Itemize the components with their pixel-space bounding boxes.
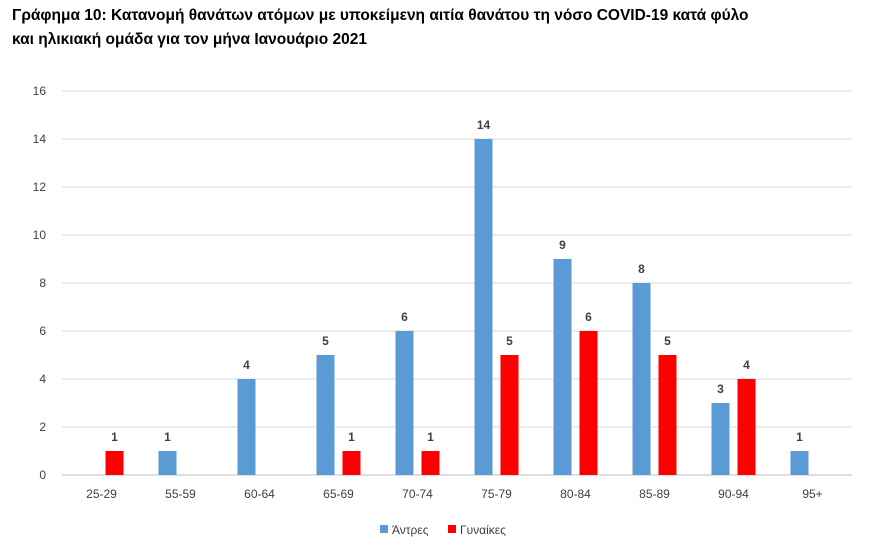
bar xyxy=(632,283,651,475)
bar xyxy=(421,451,440,475)
bar xyxy=(474,139,493,475)
y-tick-label: 2 xyxy=(39,420,46,434)
chart-title-line-1: Γράφημα 10: Κατανομή θανάτων ατόμων με υ… xyxy=(12,7,749,24)
legend: Άντρες Γυναίκες xyxy=(380,523,506,537)
bar xyxy=(579,331,598,475)
legend-label: Άντρες xyxy=(392,523,429,537)
bar xyxy=(790,451,809,475)
x-tick-label: 25-29 xyxy=(86,487,117,501)
legend-label: Γυναίκες xyxy=(460,523,506,537)
data-label: 8 xyxy=(638,262,645,276)
data-label: 5 xyxy=(506,334,513,348)
data-label: 1 xyxy=(427,430,434,444)
data-label: 1 xyxy=(111,430,118,444)
data-label: 6 xyxy=(585,310,592,324)
data-label: 4 xyxy=(243,358,250,372)
bars xyxy=(105,139,809,475)
bar xyxy=(711,403,730,475)
legend-swatch xyxy=(380,525,388,533)
x-tick-label: 70-74 xyxy=(402,487,433,501)
x-tick-label: 75-79 xyxy=(481,487,512,501)
bar xyxy=(316,355,335,475)
bar xyxy=(342,451,361,475)
chart-title: Γράφημα 10: Κατανομή θανάτων ατόμων με υ… xyxy=(12,4,872,52)
y-axis-ticks: 0 2 4 6 8 10 12 14 16 xyxy=(33,84,47,482)
x-tick-label: 85-89 xyxy=(639,487,670,501)
x-tick-label: 65-69 xyxy=(323,487,354,501)
bar xyxy=(500,355,519,475)
data-label: 4 xyxy=(743,358,750,372)
bar xyxy=(737,379,756,475)
data-label: 1 xyxy=(164,430,171,444)
x-tick-label: 95+ xyxy=(802,487,822,501)
y-tick-label: 4 xyxy=(39,372,46,386)
data-label: 3 xyxy=(717,382,724,396)
bar xyxy=(658,355,677,475)
legend-swatch xyxy=(448,525,456,533)
gridlines xyxy=(62,90,852,476)
bar xyxy=(553,259,572,475)
data-label: 5 xyxy=(322,334,329,348)
bar xyxy=(395,331,414,475)
y-tick-label: 10 xyxy=(33,228,47,242)
y-tick-label: 0 xyxy=(39,468,46,482)
y-tick-label: 6 xyxy=(39,324,46,338)
x-tick-label: 90-94 xyxy=(718,487,749,501)
y-tick-label: 16 xyxy=(33,84,47,98)
data-label: 9 xyxy=(559,238,566,252)
bar xyxy=(105,451,124,475)
data-label: 1 xyxy=(796,430,803,444)
bar xyxy=(237,379,256,475)
data-label: 1 xyxy=(348,430,355,444)
data-label: 6 xyxy=(401,310,408,324)
x-tick-label: 55-59 xyxy=(165,487,196,501)
data-label: 14 xyxy=(477,118,491,132)
data-label: 5 xyxy=(664,334,671,348)
y-tick-label: 8 xyxy=(39,276,46,290)
x-axis-ticks: 25-29 55-59 60-64 65-69 70-74 75-79 80-84 85-89… xyxy=(86,487,823,501)
chart-title-line-2: και ηλικιακή ομάδα για τον μήνα Ιανουάρι… xyxy=(12,31,367,48)
bar xyxy=(158,451,177,475)
x-tick-label: 60-64 xyxy=(244,487,275,501)
y-tick-label: 14 xyxy=(33,132,47,146)
y-tick-label: 12 xyxy=(33,180,47,194)
x-tick-label: 80-84 xyxy=(560,487,591,501)
